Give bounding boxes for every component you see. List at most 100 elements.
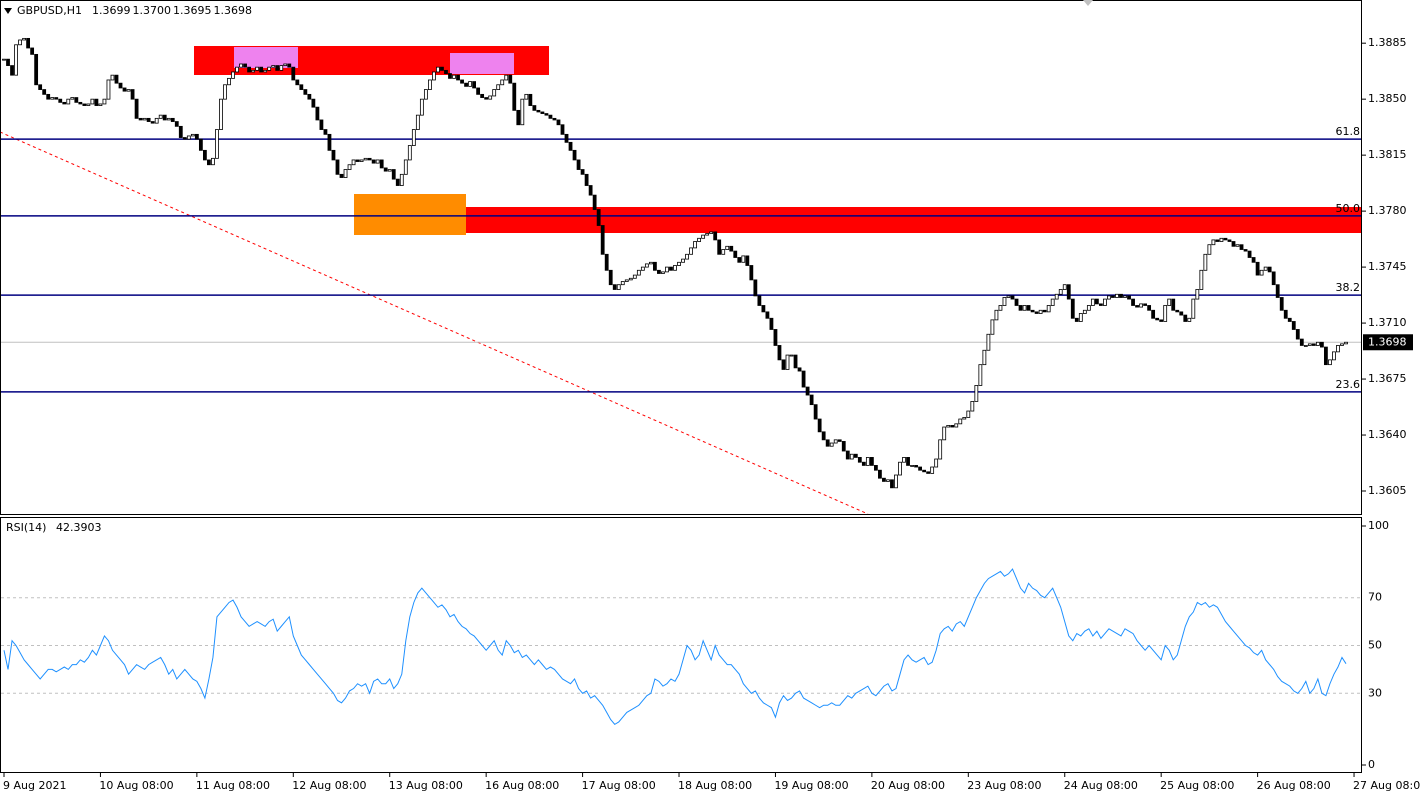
candle-body: [255, 66, 260, 71]
candle-body: [82, 103, 87, 106]
candle-body: [1099, 303, 1103, 306]
candle-body: [14, 44, 18, 76]
candle-body: [146, 117, 151, 122]
candle-body: [243, 63, 247, 68]
x-tick-label: 16 Aug 08:00: [485, 779, 559, 792]
rsi-tick-label: 70: [1368, 591, 1382, 604]
candle-body: [677, 261, 681, 266]
candle-body: [1199, 269, 1204, 290]
candle-body: [207, 159, 211, 166]
candle-body: [616, 284, 621, 290]
candle-body: [295, 79, 300, 86]
candle-body: [283, 63, 288, 66]
candle-body: [910, 465, 914, 467]
candle-body: [343, 169, 348, 178]
candle-body: [419, 98, 424, 116]
candle-body: [741, 255, 746, 263]
candle-body: [825, 439, 830, 447]
candle-body: [307, 93, 312, 100]
last-bar-value: 1.3700: [133, 4, 172, 17]
rsi-tick-label: 100: [1368, 519, 1389, 532]
last-bar-value: 1.3695: [173, 4, 212, 17]
last-bar-value: 1.3699: [92, 4, 131, 17]
candle-body: [1010, 295, 1015, 300]
candle-body: [773, 329, 778, 346]
candle-body: [857, 457, 862, 463]
candle-body: [1328, 359, 1332, 366]
y-tick-label: 1.3815: [1368, 148, 1407, 161]
candle-body: [186, 135, 191, 140]
candle-body: [66, 98, 71, 105]
candle-body: [520, 98, 525, 126]
candle-body: [311, 98, 316, 108]
candle-body: [1163, 305, 1168, 322]
candle-body: [351, 159, 356, 166]
candle-body: [765, 311, 770, 319]
trend-line: [0, 131, 869, 515]
candle-body: [861, 461, 866, 466]
candle-body: [1243, 249, 1248, 252]
candle-body: [753, 279, 758, 297]
candle-body: [202, 149, 207, 161]
candle-body: [938, 439, 943, 460]
candle-body: [1070, 298, 1075, 319]
candle-body: [544, 113, 549, 116]
candle-body: [1018, 305, 1023, 311]
candle-body: [110, 74, 115, 81]
candle-body: [367, 157, 372, 161]
candle-body: [954, 423, 959, 428]
candle-body: [90, 98, 95, 105]
candle-body: [576, 159, 581, 170]
candle-body: [227, 77, 231, 86]
candle-body: [552, 117, 557, 121]
candle-body: [1078, 313, 1083, 322]
candle-body: [930, 466, 935, 474]
candle-body: [215, 129, 219, 159]
x-tick-label: 13 Aug 08:00: [389, 779, 463, 792]
candle-body: [1123, 295, 1127, 298]
candle-body: [130, 89, 135, 100]
candle-body: [94, 98, 99, 106]
candle-body: [853, 453, 858, 458]
candle-body: [640, 266, 645, 271]
candle-body: [440, 66, 444, 71]
y-tick-label: 1.3780: [1368, 204, 1407, 217]
candle-body: [1143, 303, 1148, 306]
candle-body: [813, 404, 818, 420]
candle-body: [624, 279, 629, 282]
candle-body: [898, 461, 902, 476]
candle-body: [106, 79, 111, 100]
candle-body: [138, 117, 143, 121]
candle-body: [974, 385, 979, 402]
candle-body: [729, 245, 734, 252]
candle-body: [174, 121, 179, 127]
candle-body: [1336, 345, 1340, 353]
candle-body: [1279, 297, 1284, 311]
candle-body: [464, 82, 468, 87]
candle-body: [339, 173, 344, 178]
candle-body: [1223, 237, 1228, 241]
candle-body: [34, 53, 39, 86]
candle-body: [1119, 293, 1123, 298]
highlight-box: [234, 47, 298, 68]
candle-body: [725, 245, 730, 250]
candle-body: [1187, 317, 1192, 322]
candle-body: [620, 281, 625, 286]
candle-body: [733, 250, 738, 258]
candle-body: [1111, 295, 1115, 298]
candle-body: [1255, 261, 1260, 276]
candle-body: [536, 109, 541, 113]
candle-body: [480, 93, 485, 98]
candle-body: [1147, 305, 1152, 311]
candle-body: [524, 93, 529, 100]
candle-body: [239, 63, 243, 68]
candle-body: [395, 178, 400, 186]
candle-body: [636, 269, 641, 276]
candle-body: [1030, 309, 1035, 313]
candle-body: [190, 133, 195, 137]
candle-body: [1295, 329, 1300, 340]
candle-body: [994, 309, 999, 321]
candle-body: [30, 47, 35, 55]
